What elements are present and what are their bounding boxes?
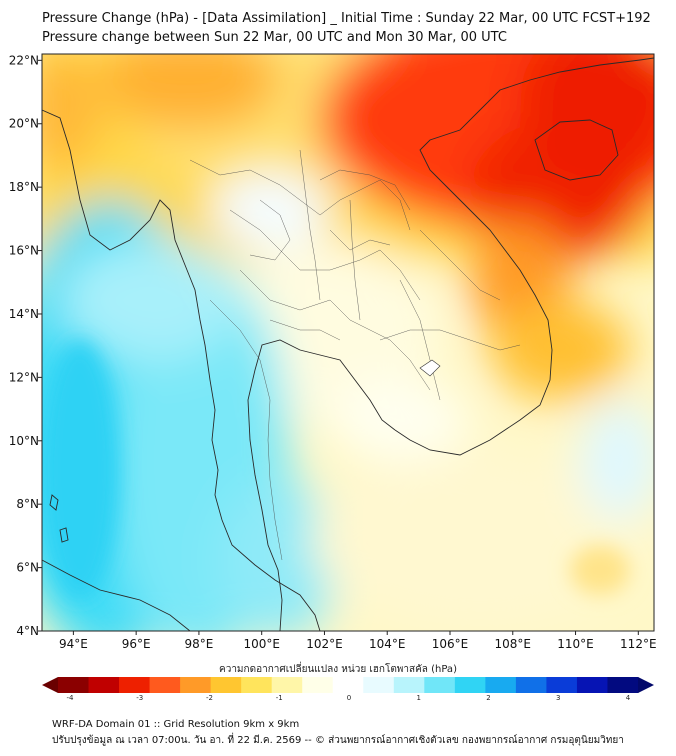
colorbar-tick-label: -1 (276, 694, 283, 702)
admin-borders (189, 149, 521, 561)
colorbar-segment (180, 677, 212, 693)
colorbar-segment (88, 677, 120, 693)
colorbar-tick-label: 4 (626, 694, 631, 702)
colorbar-segment (454, 677, 486, 693)
map-frame (41, 53, 655, 632)
coastlines (42, 57, 654, 631)
colorbar-segment (119, 677, 151, 693)
lon-tick-label: 98°E (184, 637, 213, 651)
lon-tick-label: 110°E (557, 637, 594, 651)
colorbar-segment (149, 677, 181, 693)
colorbar-segment (58, 677, 90, 693)
lon-tick-label: 104°E (369, 637, 406, 651)
lat-tick-label: 10°N (9, 434, 39, 448)
colorbar-tick-label: -3 (136, 694, 143, 702)
lat-tick-label: 22°N (9, 53, 39, 67)
colorbar-segment (607, 677, 639, 693)
longitude-axis: 94°E 96°E 98°E 100°E 102°E 104°E 106°E 108°E 110… (59, 631, 657, 651)
lat-tick-label: 16°N (9, 244, 39, 258)
colorbar-segment (302, 677, 334, 693)
lon-tick-label: 106°E (432, 637, 469, 651)
colorbar: -4 -3 -2 -1 0 1 2 3 4 (42, 677, 654, 702)
colorbar-segment (271, 677, 303, 693)
lon-tick-label: 100°E (243, 637, 280, 651)
colorbar-segment (210, 677, 242, 693)
colorbar-segment (485, 677, 517, 693)
colorbar-right-arrow (638, 677, 654, 693)
lon-tick-label: 112°E (620, 637, 657, 651)
lat-tick-label: 18°N (9, 180, 39, 194)
pressure-field (42, 54, 654, 631)
lat-tick-label: 8°N (16, 497, 39, 511)
colorbar-segment (515, 677, 547, 693)
lat-tick-label: 6°N (16, 561, 39, 575)
latitude-axis: 4°N 6°N 8°N 10°N 12°N 14°N 16°N 18°N 20°N 22°N (9, 53, 42, 638)
lat-tick-label: 20°N (9, 117, 39, 131)
lon-tick-label: 96°E (122, 637, 151, 651)
colorbar-segment (546, 677, 578, 693)
map-subtitle: Pressure change between Sun 22 Mar, 00 U… (42, 30, 507, 45)
colorbar-tick-label: 3 (556, 694, 560, 702)
footer-credit: ปรับปรุงข้อมูล ณ เวลา 07:00น. วัน อา. ที… (52, 735, 624, 746)
colorbar-tick-label: 1 (417, 694, 421, 702)
lat-tick-label: 12°N (9, 370, 39, 384)
lon-tick-label: 108°E (495, 637, 532, 651)
colorbar-segment (424, 677, 456, 693)
colorbar-segment (363, 677, 395, 693)
colorbar-segment (241, 677, 273, 693)
colorbar-segment (393, 677, 425, 693)
colorbar-tick-label: -2 (206, 694, 213, 702)
colorbar-tick-label: -4 (67, 694, 75, 702)
lat-tick-label: 4°N (16, 624, 39, 638)
lon-tick-label: 94°E (59, 637, 88, 651)
colorbar-tick-label: 0 (347, 694, 351, 702)
colorbar-tick-label: 2 (486, 694, 490, 702)
colorbar-segment (332, 677, 364, 693)
map-title: Pressure Change (hPa) - [Data Assimilati… (42, 11, 651, 26)
lon-tick-label: 102°E (306, 637, 343, 651)
colorbar-label: ความกดอากาศเปลี่ยนแปลง หน่วย เฮกโตพาสคัล… (219, 664, 457, 675)
colorbar-segment (576, 677, 608, 693)
colorbar-left-arrow (42, 677, 58, 693)
lat-tick-label: 14°N (9, 307, 39, 321)
footer-model-info: WRF-DA Domain 01 :: Grid Resolution 9km … (52, 719, 300, 730)
